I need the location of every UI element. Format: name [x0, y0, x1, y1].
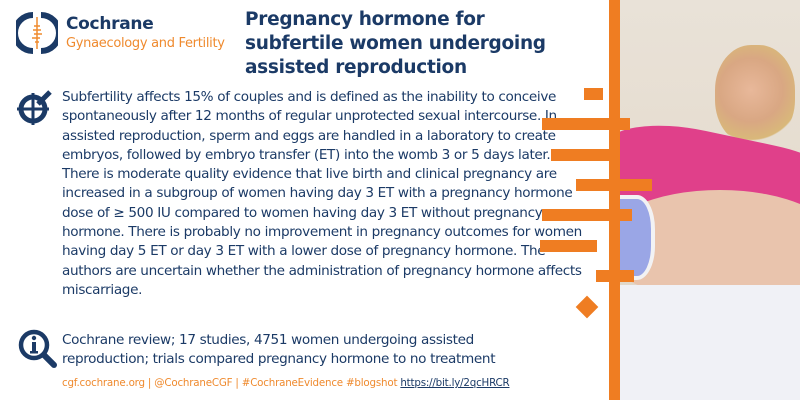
info-search-icon [18, 329, 57, 368]
decorative-bar [551, 149, 609, 161]
decorative-bar [540, 240, 597, 252]
summary-text: Subfertility affects 15% of couples and … [62, 88, 592, 300]
decorative-bar [542, 118, 630, 130]
review-info: Cochrane review; 17 studies, 4751 women … [62, 332, 496, 368]
footer: cgf.cochrane.org | @CochraneCGF | #Cochr… [62, 377, 510, 389]
page-title: Pregnancy hormone for subfertile women u… [245, 9, 546, 78]
brand: Cochrane Gynaecology and Fertility [66, 14, 225, 51]
pregnancy-ultrasound-photo [620, 0, 800, 400]
decorative-bar [576, 179, 652, 191]
decorative-bar [584, 88, 603, 100]
decorative-bar [542, 209, 632, 221]
decorative-orange-line [609, 0, 620, 400]
findings-paragraph: There is moderate quality evidence that … [62, 166, 582, 298]
brand-group: Gynaecology and Fertility [66, 36, 225, 51]
target-icon [17, 90, 52, 125]
background-paragraph: Subfertility affects 15% of couples and … [62, 89, 557, 163]
cochrane-logo [16, 12, 58, 54]
brand-name: Cochrane [66, 14, 154, 34]
decorative-bar [596, 270, 634, 282]
review-link[interactable]: https://bit.ly/2qcHRCR [400, 377, 510, 389]
footer-text: cgf.cochrane.org | @CochraneCGF | #Cochr… [62, 377, 401, 389]
